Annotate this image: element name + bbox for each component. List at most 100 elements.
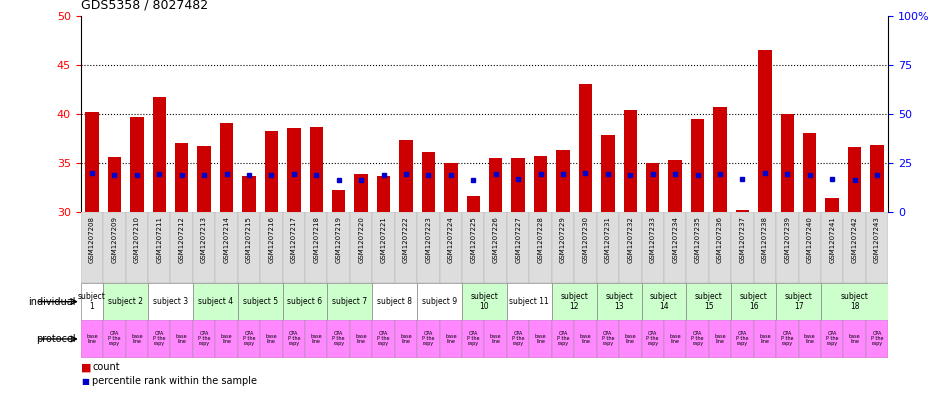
Bar bbox=[148, 212, 170, 283]
Text: GDS5358 / 8027482: GDS5358 / 8027482 bbox=[81, 0, 208, 12]
Text: GSM1207242: GSM1207242 bbox=[851, 216, 858, 263]
Bar bbox=[776, 283, 821, 320]
Text: GSM1207237: GSM1207237 bbox=[739, 216, 746, 263]
Bar bbox=[242, 176, 256, 212]
Bar bbox=[283, 283, 328, 320]
Bar bbox=[216, 212, 238, 283]
Text: CPA
P the
rapy: CPA P the rapy bbox=[826, 331, 839, 347]
Bar bbox=[641, 283, 686, 320]
Bar bbox=[669, 160, 682, 212]
Bar bbox=[826, 198, 839, 212]
Bar bbox=[821, 283, 888, 320]
Bar bbox=[534, 156, 547, 212]
Text: GSM1207236: GSM1207236 bbox=[717, 216, 723, 263]
Bar bbox=[238, 283, 282, 320]
Text: CPA
P the
rapy: CPA P the rapy bbox=[736, 331, 749, 347]
Text: subject
15: subject 15 bbox=[694, 292, 723, 311]
Bar bbox=[803, 132, 816, 212]
Bar bbox=[781, 114, 794, 212]
Text: subject
10: subject 10 bbox=[470, 292, 499, 311]
Bar bbox=[799, 212, 821, 283]
Bar bbox=[372, 320, 395, 358]
Text: subject 3: subject 3 bbox=[153, 297, 188, 306]
Text: GSM1207215: GSM1207215 bbox=[246, 216, 252, 263]
Bar bbox=[579, 84, 592, 212]
Bar bbox=[489, 158, 503, 212]
Bar bbox=[664, 320, 686, 358]
Text: CPA
P the
rapy: CPA P the rapy bbox=[243, 331, 256, 347]
Bar bbox=[125, 320, 148, 358]
Bar bbox=[81, 283, 104, 320]
Text: percentile rank within the sample: percentile rank within the sample bbox=[92, 376, 257, 386]
Text: GSM1207232: GSM1207232 bbox=[627, 216, 634, 263]
Bar bbox=[619, 320, 641, 358]
Bar bbox=[193, 283, 238, 320]
Text: CPA
P the
rapy: CPA P the rapy bbox=[557, 331, 569, 347]
Text: GSM1207213: GSM1207213 bbox=[201, 216, 207, 263]
Text: CPA
P the
rapy: CPA P the rapy bbox=[288, 331, 300, 347]
Bar bbox=[776, 212, 799, 283]
Bar bbox=[574, 320, 597, 358]
Text: base
line: base line bbox=[311, 334, 322, 344]
Text: base
line: base line bbox=[220, 334, 233, 344]
Bar bbox=[507, 320, 529, 358]
Bar bbox=[709, 212, 732, 283]
Text: subject 9: subject 9 bbox=[422, 297, 457, 306]
Bar bbox=[417, 283, 462, 320]
Text: GSM1207234: GSM1207234 bbox=[673, 216, 678, 263]
Bar bbox=[597, 320, 619, 358]
Text: GSM1207240: GSM1207240 bbox=[807, 216, 813, 263]
Bar bbox=[238, 212, 260, 283]
Bar bbox=[597, 283, 641, 320]
Bar bbox=[641, 212, 664, 283]
Text: base
line: base line bbox=[131, 334, 142, 344]
Text: GSM1207221: GSM1207221 bbox=[381, 216, 387, 263]
Bar bbox=[847, 147, 862, 212]
Bar bbox=[219, 123, 234, 212]
Bar bbox=[511, 158, 524, 212]
Bar bbox=[216, 320, 238, 358]
Text: GSM1207219: GSM1207219 bbox=[335, 216, 342, 263]
Bar bbox=[646, 163, 659, 212]
Text: base
line: base line bbox=[580, 334, 591, 344]
Text: CPA
P the
rapy: CPA P the rapy bbox=[512, 331, 524, 347]
Text: subject 8: subject 8 bbox=[377, 297, 412, 306]
Text: GSM1207209: GSM1207209 bbox=[111, 216, 118, 263]
Text: subject
13: subject 13 bbox=[605, 292, 633, 311]
Text: GSM1207231: GSM1207231 bbox=[605, 216, 611, 263]
Bar bbox=[310, 127, 323, 212]
Bar bbox=[148, 320, 170, 358]
Bar bbox=[287, 128, 300, 212]
Bar bbox=[732, 320, 753, 358]
Bar bbox=[350, 212, 372, 283]
Text: GSM1207227: GSM1207227 bbox=[515, 216, 522, 263]
Bar bbox=[440, 212, 462, 283]
Text: GSM1207228: GSM1207228 bbox=[538, 216, 543, 263]
Bar bbox=[328, 212, 350, 283]
Bar bbox=[395, 320, 417, 358]
Text: base
line: base line bbox=[535, 334, 546, 344]
Bar bbox=[753, 320, 776, 358]
Bar bbox=[305, 212, 328, 283]
Text: ■: ■ bbox=[81, 377, 88, 386]
Bar bbox=[440, 320, 462, 358]
Text: CPA
P the
rapy: CPA P the rapy bbox=[647, 331, 659, 347]
Bar bbox=[709, 320, 732, 358]
Text: subject 6: subject 6 bbox=[288, 297, 323, 306]
Bar bbox=[691, 119, 704, 212]
Text: subject
18: subject 18 bbox=[841, 292, 868, 311]
Bar bbox=[193, 212, 216, 283]
Text: GSM1207218: GSM1207218 bbox=[314, 216, 319, 263]
Bar bbox=[641, 320, 664, 358]
Bar bbox=[758, 50, 771, 212]
Text: subject 4: subject 4 bbox=[198, 297, 233, 306]
Text: CPA
P the
rapy: CPA P the rapy bbox=[692, 331, 704, 347]
Bar bbox=[86, 112, 99, 212]
Bar bbox=[686, 283, 732, 320]
Text: count: count bbox=[92, 362, 120, 373]
Text: GSM1207223: GSM1207223 bbox=[426, 216, 431, 263]
Text: CPA
P the
rapy: CPA P the rapy bbox=[153, 331, 165, 347]
Text: GSM1207243: GSM1207243 bbox=[874, 216, 880, 263]
Bar bbox=[529, 320, 552, 358]
Text: GSM1207222: GSM1207222 bbox=[403, 216, 409, 263]
